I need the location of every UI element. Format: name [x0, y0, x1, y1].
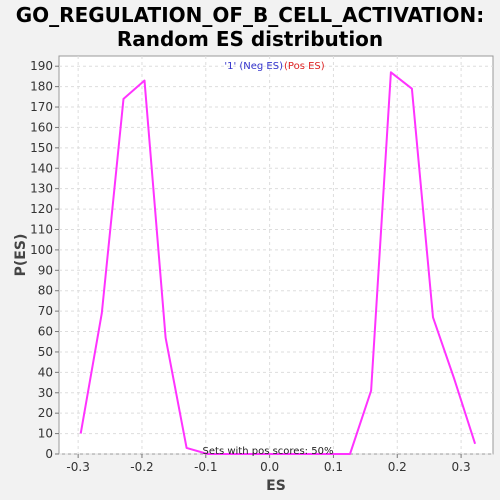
x-tick-label: 0.3: [452, 460, 471, 474]
legend-entry-neg: '1' (Neg ES): [224, 61, 283, 72]
y-tick-label: 150: [30, 141, 53, 155]
y-tick-label: 160: [30, 120, 53, 134]
chart-title-line-1: GO_REGULATION_OF_B_CELL_ACTIVATION:: [16, 3, 484, 27]
y-tick-label: 190: [30, 59, 53, 73]
y-tick-label: 20: [38, 406, 53, 420]
y-tick-label: 90: [38, 263, 53, 277]
annotation-pos-scores: Sets with pos scores: 50%: [203, 446, 334, 457]
x-tick-label: -0.1: [194, 460, 217, 474]
y-tick-label: 50: [38, 345, 53, 359]
x-tick-label: 0.0: [260, 460, 279, 474]
y-tick-label: 110: [30, 222, 53, 236]
x-tick-label: -0.2: [130, 460, 153, 474]
y-tick-label: 30: [38, 386, 53, 400]
series-layer: [79, 71, 477, 455]
x-tick-label: 0.1: [324, 460, 343, 474]
y-tick-label: 80: [38, 284, 53, 298]
y-tick-label: 0: [45, 447, 53, 461]
x-axis-label: ES: [266, 478, 286, 494]
y-tick-label: 140: [30, 161, 53, 175]
y-tick-label: 40: [38, 365, 53, 379]
y-tick-label: 180: [30, 80, 53, 94]
legend-entry-pos: (Pos ES): [284, 61, 325, 72]
y-tick-label: 60: [38, 325, 53, 339]
y-tick-label: 120: [30, 202, 53, 216]
series-line: [79, 71, 477, 455]
x-tick-label: 0.2: [388, 460, 407, 474]
y-tick-label: 130: [30, 182, 53, 196]
y-tick-label: 10: [38, 427, 53, 441]
y-tick-label: 100: [30, 243, 53, 257]
y-tick-label: 170: [30, 100, 53, 114]
axis-ticks: 0 10 20 30 40 50 60 70 80 90 100 110 120 130 140 150 160…: [30, 59, 471, 474]
chart-title-line-2: Random ES distribution: [117, 27, 383, 51]
plot-area: [58, 55, 494, 455]
y-tick-label: 70: [38, 304, 53, 318]
grid: [59, 56, 493, 455]
x-tick-label: -0.3: [66, 460, 89, 474]
y-axis-label: P(ES): [13, 234, 29, 277]
